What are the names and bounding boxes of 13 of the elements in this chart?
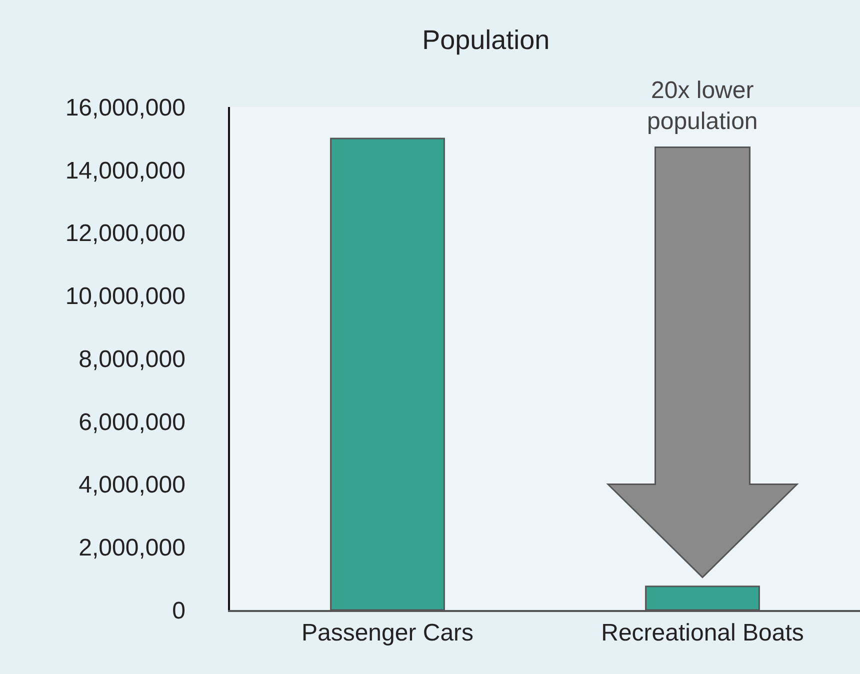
y-tick-label: 12,000,000: [65, 220, 186, 248]
y-tick-label: 6,000,000: [78, 408, 186, 436]
y-tick-label: 10,000,000: [65, 283, 186, 310]
annotation: 20x lower population: [647, 77, 758, 136]
y-tick-label: 2,000,000: [78, 534, 186, 562]
y-tick-label: 0: [172, 597, 186, 624]
y-tick-label: 8,000,000: [78, 346, 186, 373]
y-tick-label: 4,000,000: [78, 472, 186, 499]
y-tick-label: 16,000,000: [65, 94, 186, 122]
x-tick-label: Recreational Boats: [601, 620, 804, 647]
chart-title: Population: [422, 25, 550, 56]
y-tick-label: 14,000,000: [65, 157, 186, 184]
x-tick-label: Passenger Cars: [301, 620, 474, 647]
